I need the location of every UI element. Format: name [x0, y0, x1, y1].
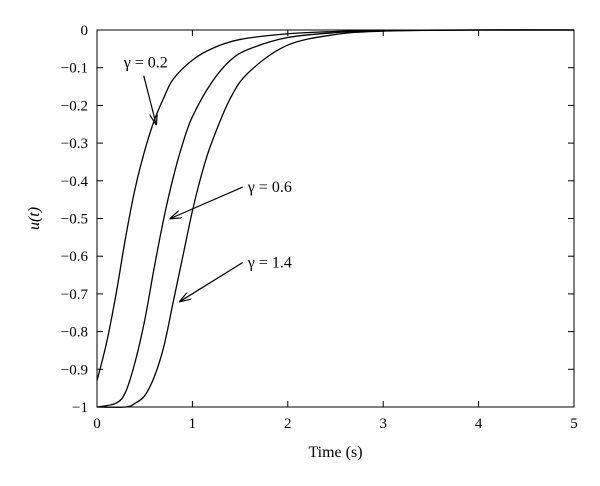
y-tick-label: −0.6: [61, 249, 89, 265]
y-tick-label: −0.4: [61, 174, 89, 190]
series-line-3: [96, 29, 575, 408]
x-tick-label: 2: [284, 416, 292, 432]
annotation-arrow-3: [180, 262, 244, 302]
y-tick-label: −0.2: [61, 98, 88, 114]
y-tick-label: −0.3: [61, 136, 88, 152]
y-tick-label: −0.1: [61, 61, 88, 77]
x-tick-label: 4: [475, 416, 483, 432]
x-tick-label: 1: [189, 416, 197, 432]
plot-frame: [96, 29, 575, 408]
y-tick-label: −0.5: [61, 212, 88, 228]
annotation-label-2: γ = 0.6: [247, 179, 292, 196]
y-tick-label: −1: [72, 400, 88, 416]
x-tick-label: 5: [570, 416, 578, 432]
annotation-label-3: γ = 1.4: [247, 255, 292, 272]
x-tick-label: 3: [379, 416, 387, 432]
axis-ticks: 0 1 2 3 4 5 0 −0.1 −0.2 −0.3 −0.4 −0.5 −0.6 −0.7 −0.8 −…: [61, 23, 578, 432]
x-tick-label: 0: [93, 416, 101, 432]
y-tick-label: −0.9: [61, 362, 88, 378]
annotations: γ = 0.2 γ = 0.6 γ = 1.4: [123, 55, 292, 302]
annotation-arrow-2: [170, 186, 243, 218]
y-axis-label: u(t): [26, 207, 43, 230]
annotation-label-1: γ = 0.2: [123, 55, 168, 72]
y-tick-label: −0.8: [61, 325, 88, 341]
y-tick-label: −0.7: [61, 287, 89, 303]
x-axis-label: Time (s): [308, 444, 362, 461]
y-tick-label: 0: [81, 23, 89, 39]
series-line-2: [96, 29, 575, 408]
annotation-arrow-1: [143, 75, 156, 125]
series-layer: [96, 29, 575, 408]
